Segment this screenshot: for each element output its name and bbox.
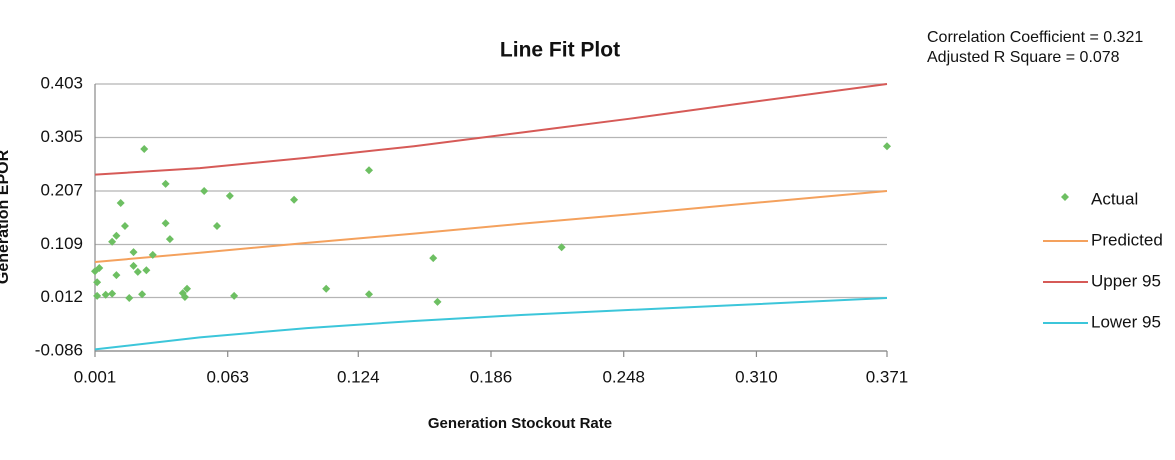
data-point <box>108 237 117 246</box>
annotation: Adjusted R Square = 0.078 <box>927 49 1120 66</box>
data-point <box>883 142 891 151</box>
data-point <box>364 290 373 299</box>
data-point <box>557 243 566 252</box>
fit-line <box>94 83 888 176</box>
data-point <box>133 267 142 276</box>
legend-marker <box>1061 193 1069 201</box>
data-point <box>142 266 151 275</box>
data-point <box>225 191 234 200</box>
chart-title: Line Fit Plot <box>500 39 620 62</box>
x-tick-label: 0.063 <box>206 367 249 386</box>
data-point <box>230 291 239 300</box>
fit-line <box>94 297 888 351</box>
fit-line <box>94 190 888 263</box>
data-point <box>148 250 157 259</box>
y-tick-label: 0.207 <box>40 181 83 200</box>
data-point <box>213 221 222 230</box>
data-point <box>429 254 438 263</box>
data-point <box>120 221 129 230</box>
data-point <box>364 166 373 175</box>
legend-label: Lower 95 <box>1091 312 1161 331</box>
x-tick-label: 0.001 <box>74 367 117 386</box>
data-point <box>183 284 192 293</box>
data-point <box>112 271 121 280</box>
data-point <box>138 290 147 299</box>
data-point <box>116 199 125 208</box>
data-point <box>322 284 331 293</box>
data-point <box>290 195 299 204</box>
data-point <box>165 235 174 244</box>
y-tick-label: 0.109 <box>40 234 83 253</box>
data-point <box>93 291 102 300</box>
legend-label: Actual <box>1091 189 1138 208</box>
x-axis-label: Generation Stockout Rate <box>428 415 612 432</box>
data-point <box>129 261 138 270</box>
y-tick-label: 0.012 <box>40 287 83 306</box>
legend-label: Upper 95 <box>1091 271 1161 290</box>
data-point <box>200 187 209 196</box>
data-point <box>112 231 121 240</box>
data-point <box>125 294 134 303</box>
x-tick-label: 0.124 <box>337 367 380 386</box>
x-tick-label: 0.310 <box>735 367 778 386</box>
data-point <box>161 219 170 228</box>
data-point <box>433 297 442 306</box>
data-point <box>101 290 110 299</box>
y-tick-label: -0.086 <box>35 340 83 359</box>
data-point <box>95 264 104 273</box>
data-point <box>129 248 138 257</box>
data-point <box>140 144 149 153</box>
x-tick-label: 0.371 <box>866 367 909 386</box>
legend-label: Predicted <box>1091 230 1163 249</box>
x-tick-label: 0.248 <box>602 367 645 386</box>
data-point <box>161 179 170 188</box>
annotation: Correlation Coefficient = 0.321 <box>927 29 1143 46</box>
data-point <box>180 292 189 301</box>
y-tick-label: 0.403 <box>40 73 83 92</box>
y-axis-label: Generation EPOR <box>0 149 12 284</box>
data-point <box>108 289 117 298</box>
y-tick-label: 0.305 <box>40 127 83 146</box>
x-tick-label: 0.186 <box>470 367 513 386</box>
data-point <box>93 278 102 287</box>
